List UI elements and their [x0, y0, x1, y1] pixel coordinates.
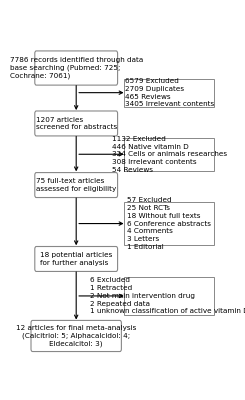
Text: 7786 records identified through data
base searching (Pubmed: 725;
Cochrane: 7061: 7786 records identified through data bas…: [10, 57, 143, 79]
FancyBboxPatch shape: [35, 111, 118, 136]
FancyBboxPatch shape: [31, 320, 121, 352]
FancyBboxPatch shape: [35, 172, 118, 198]
FancyBboxPatch shape: [124, 79, 214, 107]
Text: 6 Excluded
1 Retracted
2 Not main intervention drug
2 Repeated data
1 unknown cl: 6 Excluded 1 Retracted 2 Not main interv…: [90, 278, 245, 314]
Text: 6579 Excluded
2709 Duplicates
465 Reviews
3405 Irrelevant contents: 6579 Excluded 2709 Duplicates 465 Review…: [125, 78, 214, 107]
FancyBboxPatch shape: [35, 246, 118, 272]
Text: 1207 articles
screened for abstracts: 1207 articles screened for abstracts: [36, 116, 117, 130]
Text: 57 Excluded
25 Not RCTs
18 Without full texts
6 Conference abstracts
4 Comments
: 57 Excluded 25 Not RCTs 18 Without full …: [127, 197, 211, 250]
Text: 1132 Excluded
446 Native vitamin D
324 Cells or animals researches
308 Irrelevan: 1132 Excluded 446 Native vitamin D 324 C…: [112, 136, 227, 173]
FancyBboxPatch shape: [124, 277, 214, 314]
Text: 75 full-text articles
assessed for eligibility: 75 full-text articles assessed for eligi…: [36, 178, 116, 192]
FancyBboxPatch shape: [124, 138, 214, 170]
FancyBboxPatch shape: [35, 51, 118, 85]
Text: 18 potential articles
for further analysis: 18 potential articles for further analys…: [40, 252, 112, 266]
FancyBboxPatch shape: [124, 202, 214, 245]
Text: 12 articles for final meta-analysis
(Calcitriol: 5; Alphacalcidol: 4;
Eldecalcit: 12 articles for final meta-analysis (Cal…: [16, 325, 136, 347]
